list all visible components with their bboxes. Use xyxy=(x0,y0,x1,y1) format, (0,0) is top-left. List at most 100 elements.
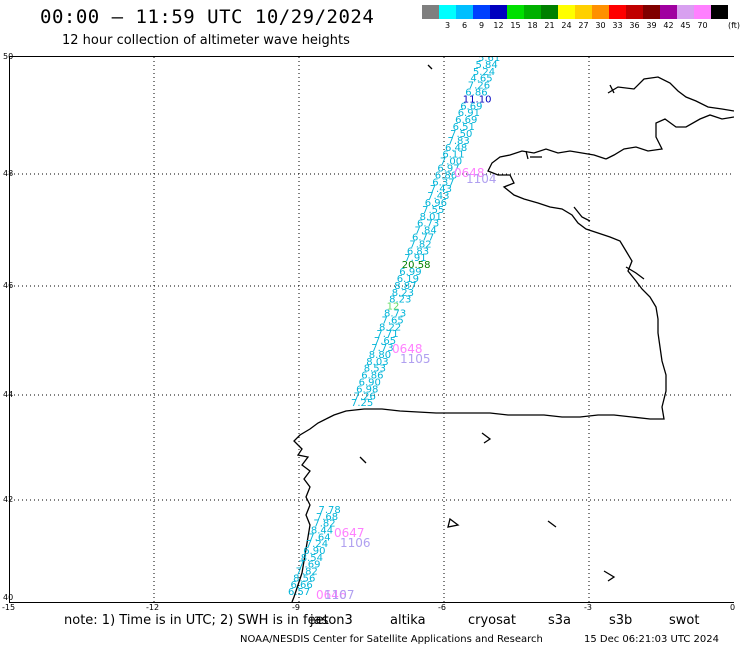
y-tick-label: 44 xyxy=(3,390,14,399)
swh-value-label: 7.43 xyxy=(430,184,452,195)
x-tick-label: -15 xyxy=(2,603,16,612)
swh-value-label: 6.11 xyxy=(442,150,464,161)
legend-swatch: 6 xyxy=(456,5,473,31)
swh-value-label: 5.61 xyxy=(478,57,500,64)
legend-swatch: 42 xyxy=(660,5,677,31)
y-tick-label: 46 xyxy=(3,281,14,290)
swh-value-label: 7.00 xyxy=(440,157,462,168)
pass-time-label: 1104 xyxy=(466,172,497,186)
swh-value-label: 7.68 xyxy=(316,512,338,523)
legend-swatch xyxy=(422,5,439,31)
legend-color-box xyxy=(439,5,456,19)
swh-value-label: 7.26 xyxy=(468,81,490,92)
legend-swatch: 18 xyxy=(524,5,541,31)
swh-value-label: 7.26 xyxy=(354,391,376,402)
x-tick-label: -12 xyxy=(146,603,160,612)
swh-value-label: 7.65 xyxy=(382,315,404,326)
swh-value-label: 20.58 xyxy=(402,260,431,271)
swh-value-label: 6.86 xyxy=(435,170,457,181)
satellite-label-altika: altika xyxy=(390,613,426,628)
wave-height-color-legend: 3 6 9 12 15 18 21 24 27 30 33 36 39 42 45 70 xyxy=(422,5,728,31)
swh-value-label: 6.91 xyxy=(458,108,480,119)
swh-value-label: 7.69 xyxy=(298,560,320,571)
legend-swatch: 12 xyxy=(490,5,507,31)
swh-value-label: 4.65 xyxy=(470,74,492,85)
legend-swatch: 30 xyxy=(592,5,609,31)
credit-line: NOAA/NESDIS Center for Satellite Applica… xyxy=(240,634,543,645)
legend-value-label: 33 xyxy=(612,21,623,30)
swh-value-label: 8.53 xyxy=(364,364,386,375)
swh-value-label: 7.43 xyxy=(427,191,449,202)
swh-value-label: 6.90 xyxy=(303,546,325,557)
coast-fragment xyxy=(427,64,433,70)
swh-value-label: 6.51 xyxy=(453,122,475,133)
x-tick-label: 0 xyxy=(730,603,736,612)
swh-value-label: 8.54 xyxy=(301,553,323,564)
swh-value-label: 8.22 xyxy=(379,322,401,333)
swh-value-label: 8.23 xyxy=(392,288,414,299)
river-fragment xyxy=(603,570,616,582)
coastline-france-spain xyxy=(325,148,667,420)
legend-color-box xyxy=(473,5,490,19)
swh-value-label: 7.83 xyxy=(448,136,470,147)
legend-swatch: 70 xyxy=(694,5,711,31)
swh-value-label: 6.73 xyxy=(417,219,439,230)
pass-time-label: 0648 xyxy=(392,342,423,356)
swh-value-label: 8.87 xyxy=(394,281,416,292)
pass-time-label: 0648 xyxy=(454,166,485,180)
swh-value-label: 6.37 xyxy=(432,177,454,188)
legend-color-box xyxy=(490,5,507,19)
satellite-label-jason3: jason3 xyxy=(310,613,353,628)
legend-swatch: 15 xyxy=(507,5,524,31)
legend-value-label: 45 xyxy=(680,21,691,30)
coastline-portugal xyxy=(291,418,327,603)
legend-swatch: 9 xyxy=(473,5,490,31)
swh-value-label: 6.77 xyxy=(412,233,434,244)
pass-time-label: 0646 xyxy=(316,588,347,602)
generated-timestamp: 15 Dec 06:21:03 UTC 2024 xyxy=(584,634,719,645)
swh-value-label: 8.23 xyxy=(389,295,411,306)
legend-value-label: 24 xyxy=(561,21,572,30)
legend-value-label: 36 xyxy=(629,21,640,30)
river-gironde xyxy=(625,266,645,280)
river-fragment xyxy=(447,517,460,528)
swh-value-label: 7.24 xyxy=(306,539,328,550)
swh-value-label: 6.69 xyxy=(455,115,477,126)
legend-swatch: 21 xyxy=(541,5,558,31)
swh-value-label: 8.03 xyxy=(366,357,388,368)
coast-fragment xyxy=(525,150,529,160)
swh-value-label: 8.01 xyxy=(420,212,442,223)
swh-value-label: 12 xyxy=(387,302,400,313)
legend-value-label: 27 xyxy=(578,21,589,30)
legend-value-label: 42 xyxy=(663,21,674,30)
swh-value-label: 6.96 xyxy=(425,198,447,209)
legend-color-box xyxy=(592,5,609,19)
river-fragment xyxy=(359,456,367,464)
y-tick-label: 42 xyxy=(3,495,14,504)
legend-swatch: 39 xyxy=(643,5,660,31)
footnote: note: 1) Time is in UTC; 2) SWH is in fe… xyxy=(64,613,329,628)
swh-value-label: 6.86 xyxy=(361,371,383,382)
river-fragment xyxy=(481,432,492,444)
graticule xyxy=(10,57,734,602)
swh-value-label: 6.97 xyxy=(437,164,459,175)
legend-swatch: 45 xyxy=(677,5,694,31)
coastline xyxy=(291,64,735,603)
swh-value-label: 7.78 xyxy=(319,505,341,516)
legend-value-label: 70 xyxy=(697,21,708,30)
legend-unit: (ft) xyxy=(728,21,740,30)
pass-time-label: 1107 xyxy=(324,588,355,602)
river-fragment xyxy=(547,520,557,528)
legend-value-label: 18 xyxy=(527,21,538,30)
y-tick-label: 48 xyxy=(3,169,14,178)
legend-color-box xyxy=(609,5,626,19)
legend-color-box xyxy=(524,5,541,19)
swh-value-label: 8.56 xyxy=(293,573,315,584)
swh-value-label: 6.48 xyxy=(445,143,467,154)
pass-time-label: 0647 xyxy=(334,526,365,540)
satellite-label-s3a: s3a xyxy=(548,613,572,628)
legend-value-label: 15 xyxy=(510,21,521,30)
altimeter-track: 5.615.845.244.657.266.8611.106.696.916.6… xyxy=(288,53,500,602)
swh-value-label: 6.98 xyxy=(356,384,378,395)
swh-value-label: 7.73 xyxy=(371,343,393,354)
